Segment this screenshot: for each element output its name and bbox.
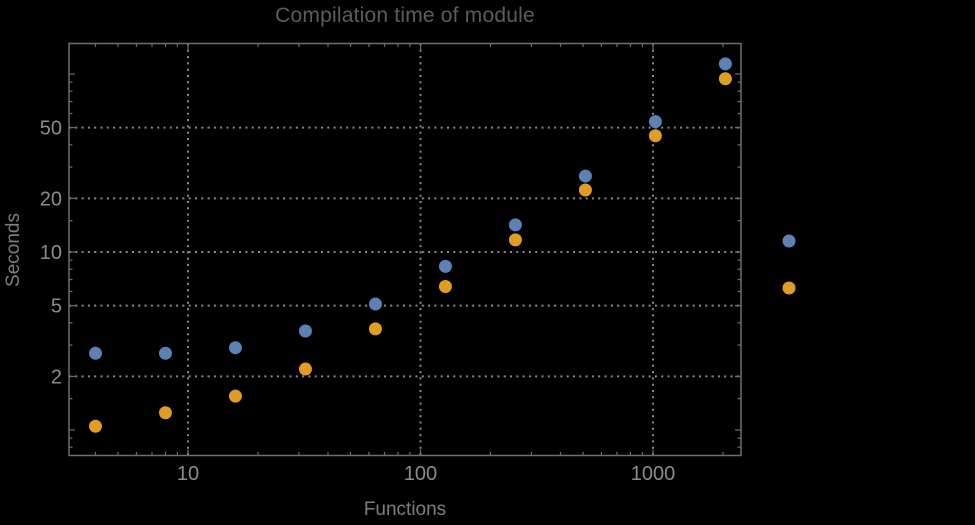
legend-marker-blue	[782, 234, 796, 248]
legend-marker-orange	[782, 281, 796, 295]
data-point-orange	[298, 362, 312, 376]
y-tick-label: 50	[40, 118, 62, 140]
data-point-orange	[228, 389, 242, 403]
y-tick-label: 20	[40, 188, 62, 210]
data-point-orange	[438, 279, 452, 293]
plot-frame	[68, 42, 742, 457]
data-point-orange	[88, 419, 102, 433]
data-point-blue	[88, 346, 102, 360]
data-point-orange	[718, 72, 732, 86]
data-point-blue	[228, 341, 242, 355]
x-axis-label: Functions	[363, 499, 447, 520]
x-tick-label: 100	[404, 463, 437, 485]
data-point-orange	[508, 233, 522, 247]
data-point-orange	[368, 322, 382, 336]
y-tick-label: 5	[51, 296, 62, 318]
y-axis-label: Seconds	[3, 213, 24, 287]
data-point-orange	[648, 129, 662, 143]
data-point-orange	[578, 183, 592, 197]
x-tick-label: 1000	[631, 463, 676, 485]
data-point-blue	[718, 57, 732, 71]
data-point-blue	[158, 346, 172, 360]
data-point-orange	[158, 406, 172, 420]
data-point-blue	[578, 169, 592, 183]
data-point-blue	[508, 218, 522, 232]
chart-title: Compilation time of module	[275, 4, 535, 27]
data-point-blue	[438, 259, 452, 273]
y-tick-label: 10	[40, 242, 62, 264]
data-point-blue	[298, 324, 312, 338]
data-point-blue	[368, 297, 382, 311]
x-tick-label: 10	[177, 463, 199, 485]
data-point-blue	[648, 115, 662, 129]
y-tick-label: 2	[51, 366, 62, 388]
